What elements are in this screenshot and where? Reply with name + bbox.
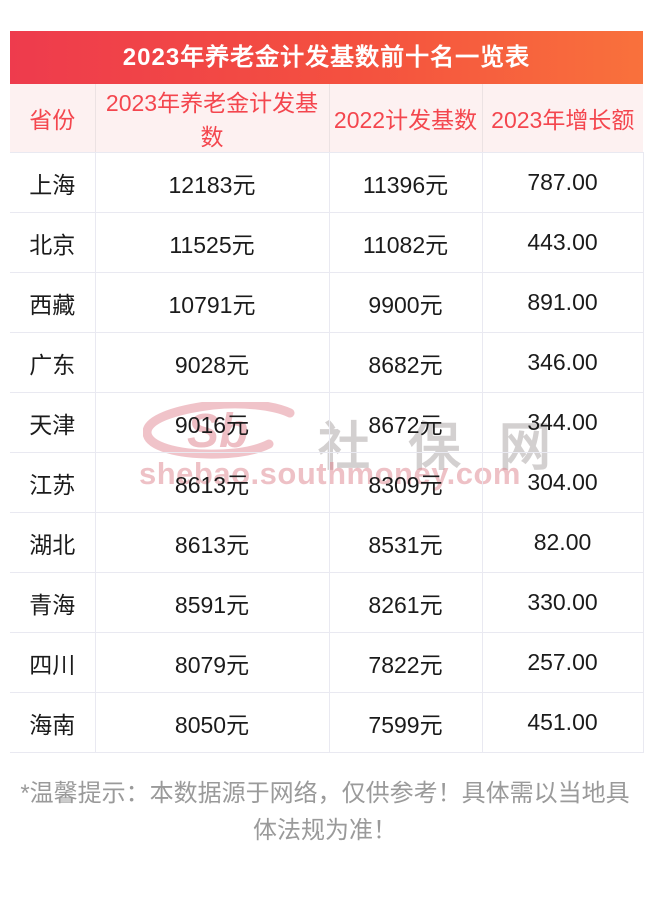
increase-2023-cell: 304.00	[481, 452, 644, 513]
footer-notice-line: *温馨提示：本数据源于网络，仅供参考！具体需以当地具	[20, 780, 630, 807]
table-row: 天津 9016元 8672元 344.00	[10, 392, 644, 453]
pension-table-card: 2023年养老金计发基数前十名一览表 省份 2023年养老金计发基数 2022计…	[10, 31, 644, 753]
base-2022-cell: 8531元	[328, 512, 482, 573]
base-2022-cell: 8309元	[328, 452, 482, 513]
province-cell: 四川	[10, 632, 95, 693]
base-2023-cell: 8050元	[94, 692, 329, 753]
province-cell: 天津	[10, 392, 95, 453]
footer-notice-line: 体法规为准！	[253, 817, 397, 844]
table-row: 西藏 10791元 9900元 891.00	[10, 272, 644, 333]
increase-2023-cell: 330.00	[481, 572, 644, 633]
province-cell: 上海	[10, 152, 95, 213]
increase-2023-cell: 787.00	[481, 152, 644, 213]
province-cell: 江苏	[10, 452, 95, 513]
province-cell: 青海	[10, 572, 95, 633]
base-2022-cell: 7599元	[328, 692, 482, 753]
province-cell: 西藏	[10, 272, 95, 333]
pension-table: 省份 2023年养老金计发基数 2022计发基数 2023年增长额 上海 1218…	[10, 84, 644, 753]
province-cell: 湖北	[10, 512, 95, 573]
table-row: 青海 8591元 8261元 330.00	[10, 572, 644, 633]
column-header-increase-2023: 2023年增长额	[481, 84, 643, 153]
base-2023-cell: 10791元	[94, 272, 329, 333]
base-2023-cell: 8591元	[94, 572, 329, 633]
increase-2023-cell: 443.00	[481, 212, 644, 273]
base-2023-cell: 11525元	[94, 212, 329, 273]
column-header-base-2023: 2023年养老金计发基数	[94, 84, 329, 153]
base-2023-cell: 8613元	[94, 512, 329, 573]
base-2023-cell: 8613元	[94, 452, 329, 513]
increase-2023-cell: 891.00	[481, 272, 644, 333]
base-2022-cell: 8682元	[328, 332, 482, 393]
table-row: 海南 8050元 7599元 451.00	[10, 692, 644, 753]
increase-2023-cell: 344.00	[481, 392, 644, 453]
base-2023-cell: 9016元	[94, 392, 329, 453]
base-2023-cell: 9028元	[94, 332, 329, 393]
table-row: 江苏 8613元 8309元 304.00	[10, 452, 644, 513]
base-2023-cell: 8079元	[94, 632, 329, 693]
table-row: 北京 11525元 11082元 443.00	[10, 212, 644, 273]
base-2023-cell: 12183元	[94, 152, 329, 213]
column-header-base-2022: 2022计发基数	[328, 84, 482, 153]
table-header-row: 省份 2023年养老金计发基数 2022计发基数 2023年增长额	[10, 84, 643, 153]
base-2022-cell: 9900元	[328, 272, 482, 333]
province-cell: 广东	[10, 332, 95, 393]
table-row: 四川 8079元 7822元 257.00	[10, 632, 644, 693]
base-2022-cell: 7822元	[328, 632, 482, 693]
table-row: 湖北 8613元 8531元 82.00	[10, 512, 644, 573]
base-2022-cell: 11082元	[328, 212, 482, 273]
increase-2023-cell: 346.00	[481, 332, 644, 393]
table-row: 广东 9028元 8682元 346.00	[10, 332, 644, 393]
table-title: 2023年养老金计发基数前十名一览表	[10, 31, 643, 84]
increase-2023-cell: 257.00	[481, 632, 644, 693]
province-cell: 海南	[10, 692, 95, 753]
base-2022-cell: 11396元	[328, 152, 482, 213]
footer-notice: *温馨提示：本数据源于网络，仅供参考！具体需以当地具 体法规为准！	[0, 775, 650, 849]
increase-2023-cell: 451.00	[481, 692, 644, 753]
column-header-province: 省份	[10, 84, 95, 153]
table-body: 上海 12183元 11396元 787.00 北京 11525元 11082元 443.00…	[10, 152, 644, 753]
base-2022-cell: 8672元	[328, 392, 482, 453]
province-cell: 北京	[10, 212, 95, 273]
base-2022-cell: 8261元	[328, 572, 482, 633]
increase-2023-cell: 82.00	[481, 512, 644, 573]
table-row: 上海 12183元 11396元 787.00	[10, 152, 644, 213]
